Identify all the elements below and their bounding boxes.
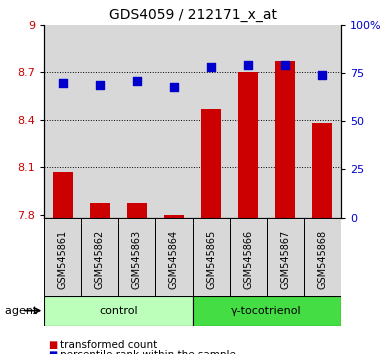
Bar — [304, 218, 341, 296]
Bar — [275, 61, 295, 218]
Bar — [201, 109, 221, 218]
Bar — [192, 218, 229, 296]
Bar — [229, 25, 266, 218]
Text: GSM545863: GSM545863 — [132, 229, 142, 289]
Text: transformed count: transformed count — [60, 340, 157, 350]
Bar — [127, 204, 147, 218]
Text: control: control — [99, 306, 138, 316]
Bar — [164, 215, 184, 218]
Bar — [81, 218, 119, 296]
Bar — [81, 25, 119, 218]
Bar — [90, 204, 110, 218]
Text: GSM545864: GSM545864 — [169, 229, 179, 289]
Point — [171, 84, 177, 89]
Bar — [53, 172, 73, 218]
Text: GSM545866: GSM545866 — [243, 229, 253, 289]
Title: GDS4059 / 212171_x_at: GDS4059 / 212171_x_at — [109, 8, 276, 22]
Bar — [119, 25, 156, 218]
Bar — [304, 25, 341, 218]
Bar — [44, 296, 192, 326]
Bar — [312, 123, 332, 218]
Text: percentile rank within the sample: percentile rank within the sample — [60, 350, 236, 354]
Point — [134, 78, 140, 84]
Bar — [156, 218, 192, 296]
Point — [97, 82, 103, 87]
Text: ■: ■ — [48, 350, 57, 354]
Point — [319, 72, 325, 78]
Point — [282, 62, 288, 68]
Text: GSM545865: GSM545865 — [206, 229, 216, 289]
Bar — [229, 218, 266, 296]
Point — [208, 64, 214, 70]
Bar — [156, 25, 192, 218]
Text: ■: ■ — [48, 340, 57, 350]
Text: GSM545862: GSM545862 — [95, 229, 105, 289]
Bar — [192, 296, 341, 326]
Bar — [267, 218, 304, 296]
Bar — [44, 218, 81, 296]
Text: GSM545861: GSM545861 — [58, 229, 68, 289]
Bar — [267, 25, 304, 218]
Text: GSM545867: GSM545867 — [280, 229, 290, 289]
Point — [60, 80, 66, 85]
Bar — [238, 72, 258, 218]
Bar — [192, 25, 229, 218]
Text: γ-tocotrienol: γ-tocotrienol — [231, 306, 302, 316]
Text: GSM545868: GSM545868 — [317, 229, 327, 289]
Bar — [44, 25, 81, 218]
Text: agent: agent — [5, 306, 40, 316]
Point — [245, 62, 251, 68]
Bar — [119, 218, 156, 296]
